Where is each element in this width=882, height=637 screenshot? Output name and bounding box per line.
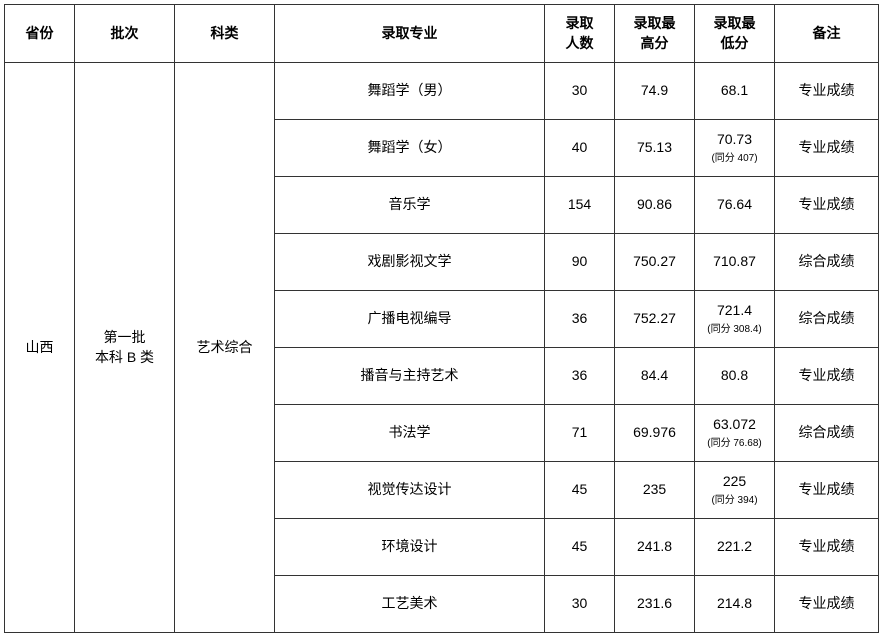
cell-min: 70.73 (同分 407) [695, 120, 775, 177]
cell-min-value: 214.8 [717, 595, 752, 611]
cell-count: 30 [545, 63, 615, 120]
header-category: 科类 [175, 5, 275, 63]
cell-major: 音乐学 [275, 177, 545, 234]
cell-min: 221.2 [695, 519, 775, 576]
header-max: 录取最 高分 [615, 5, 695, 63]
cell-min-value: 68.1 [721, 82, 748, 98]
cell-count: 45 [545, 462, 615, 519]
cell-count: 90 [545, 234, 615, 291]
cell-major: 舞蹈学（女） [275, 120, 545, 177]
cell-min: 80.8 [695, 348, 775, 405]
cell-max: 90.86 [615, 177, 695, 234]
header-province: 省份 [5, 5, 75, 63]
cell-min-value: 63.072 [713, 416, 756, 432]
cell-remark: 综合成绩 [775, 291, 879, 348]
cell-remark: 综合成绩 [775, 234, 879, 291]
cell-remark: 专业成绩 [775, 177, 879, 234]
cell-remark: 综合成绩 [775, 405, 879, 462]
cell-min-value: 70.73 [717, 131, 752, 147]
cell-major: 广播电视编导 [275, 291, 545, 348]
cell-remark: 专业成绩 [775, 576, 879, 633]
header-row: 省份 批次 科类 录取专业 录取 人数 录取最 高分 录取最 低分 备注 [5, 5, 879, 63]
header-min-line1: 录取最 [714, 15, 756, 31]
cell-min-note: (同分 308.4) [699, 323, 770, 337]
cell-min-value: 76.64 [717, 196, 752, 212]
cell-count: 40 [545, 120, 615, 177]
cell-count: 45 [545, 519, 615, 576]
cell-min: 63.072 (同分 76.68) [695, 405, 775, 462]
cell-count: 154 [545, 177, 615, 234]
header-remark: 备注 [775, 5, 879, 63]
cell-remark: 专业成绩 [775, 63, 879, 120]
cell-min-value: 80.8 [721, 367, 748, 383]
cell-major: 工艺美术 [275, 576, 545, 633]
header-major: 录取专业 [275, 5, 545, 63]
table-body: 山西 第一批 本科 B 类 艺术综合 舞蹈学（男） 30 74.9 68.1 专… [5, 63, 879, 633]
cell-max: 69.976 [615, 405, 695, 462]
header-min-line2: 低分 [721, 35, 749, 51]
cell-max: 241.8 [615, 519, 695, 576]
cell-count: 71 [545, 405, 615, 462]
header-count-line1: 录取 [566, 15, 594, 31]
admission-table: 省份 批次 科类 录取专业 录取 人数 录取最 高分 录取最 低分 备注 山西 … [4, 4, 879, 633]
cell-max: 750.27 [615, 234, 695, 291]
cell-remark: 专业成绩 [775, 348, 879, 405]
cell-min: 68.1 [695, 63, 775, 120]
cell-min-note: (同分 394) [699, 494, 770, 508]
header-max-line1: 录取最 [634, 15, 676, 31]
cell-major: 戏剧影视文学 [275, 234, 545, 291]
cell-min-value: 710.87 [713, 253, 756, 269]
cell-min: 225 (同分 394) [695, 462, 775, 519]
cell-remark: 专业成绩 [775, 120, 879, 177]
cell-min: 214.8 [695, 576, 775, 633]
cell-max: 75.13 [615, 120, 695, 177]
cell-major: 舞蹈学（男） [275, 63, 545, 120]
cell-min-note: (同分 407) [699, 152, 770, 166]
cell-max: 235 [615, 462, 695, 519]
cell-count: 30 [545, 576, 615, 633]
header-count-line2: 人数 [566, 35, 594, 51]
cell-count: 36 [545, 348, 615, 405]
table-row: 山西 第一批 本科 B 类 艺术综合 舞蹈学（男） 30 74.9 68.1 专… [5, 63, 879, 120]
header-count: 录取 人数 [545, 5, 615, 63]
cell-remark: 专业成绩 [775, 462, 879, 519]
cell-batch-line1: 第一批 [104, 329, 146, 345]
cell-remark: 专业成绩 [775, 519, 879, 576]
cell-major: 播音与主持艺术 [275, 348, 545, 405]
cell-max: 74.9 [615, 63, 695, 120]
header-min: 录取最 低分 [695, 5, 775, 63]
cell-major: 环境设计 [275, 519, 545, 576]
cell-min: 721.4 (同分 308.4) [695, 291, 775, 348]
cell-batch-line2: 本科 B 类 [95, 349, 154, 365]
cell-max: 84.4 [615, 348, 695, 405]
cell-max: 752.27 [615, 291, 695, 348]
cell-min-note: (同分 76.68) [699, 437, 770, 451]
cell-max: 231.6 [615, 576, 695, 633]
cell-category: 艺术综合 [175, 63, 275, 633]
cell-major: 视觉传达设计 [275, 462, 545, 519]
cell-major: 书法学 [275, 405, 545, 462]
header-batch: 批次 [75, 5, 175, 63]
cell-batch: 第一批 本科 B 类 [75, 63, 175, 633]
cell-min: 76.64 [695, 177, 775, 234]
cell-min-value: 225 [723, 473, 746, 489]
header-max-line2: 高分 [641, 35, 669, 51]
cell-province: 山西 [5, 63, 75, 633]
cell-count: 36 [545, 291, 615, 348]
cell-min-value: 721.4 [717, 302, 752, 318]
cell-min: 710.87 [695, 234, 775, 291]
cell-min-value: 221.2 [717, 538, 752, 554]
